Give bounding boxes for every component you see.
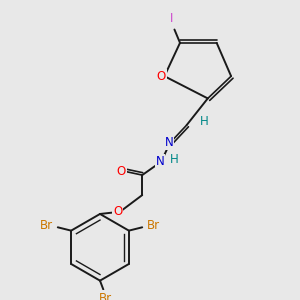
Text: H: H [200,115,209,128]
Text: O: O [157,70,166,83]
Text: I: I [169,12,173,25]
Text: N: N [156,155,164,168]
Text: O: O [116,165,126,178]
Text: Br: Br [40,219,53,232]
Text: N: N [164,136,173,149]
Text: Br: Br [147,219,160,232]
Text: O: O [113,205,122,218]
Text: Br: Br [99,292,112,300]
Text: H: H [170,153,179,166]
